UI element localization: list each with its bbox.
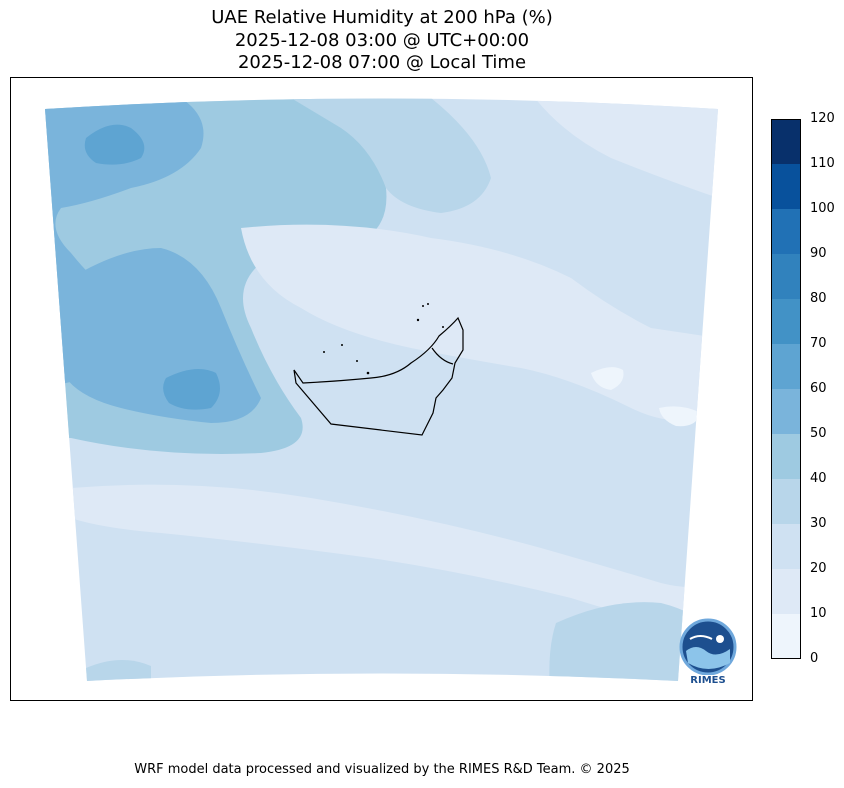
island	[422, 305, 424, 307]
colorbar-tick-label: 80	[810, 291, 827, 306]
colorbar-segment	[771, 299, 801, 345]
internal-border	[431, 347, 454, 365]
map-title-local-time: 2025-12-08 07:00 @ Local Time	[237, 52, 527, 73]
colorbar-tick-label: 30	[810, 516, 827, 531]
field-region-30-40-southeast	[549, 602, 718, 681]
colorbar-tick-label: 60	[810, 381, 827, 396]
island	[427, 303, 429, 305]
humidity-field	[45, 98, 718, 681]
colorbar-tick-label: 100	[810, 201, 835, 216]
island	[341, 344, 343, 346]
colorbar-border	[771, 119, 801, 659]
field-patch-0-10-b	[659, 406, 701, 427]
colorbar-tick-label: 20	[810, 561, 827, 576]
colorbar-segment	[771, 389, 801, 435]
island	[366, 371, 370, 375]
footer-credit: WRF model data processed and visualized …	[134, 762, 630, 777]
uae-outline	[293, 316, 464, 436]
field-region-30-40-southwest	[81, 659, 151, 681]
colorbar-tick-label: 70	[810, 336, 827, 351]
colorbar-tick-label: 120	[810, 111, 835, 126]
island	[416, 318, 420, 322]
colorbar-tick-label: 0	[810, 651, 819, 666]
field-region-10-20-northeast	[531, 98, 718, 198]
uae-boundary	[293, 316, 464, 436]
colorbar-segment	[771, 569, 801, 615]
colorbar-tick-label: 40	[810, 471, 827, 486]
island	[356, 360, 358, 362]
colorbar-tick-label: 90	[810, 246, 827, 261]
field-region-10-20-south	[71, 484, 718, 638]
field-core-60-70-south	[163, 369, 220, 410]
colorbar-tick-label: 110	[810, 156, 835, 171]
island	[323, 351, 325, 353]
uae-islands	[323, 303, 444, 375]
map-title-line-1: UAE Relative Humidity at 200 hPa (%)	[211, 7, 553, 28]
colorbar-segment	[771, 524, 801, 570]
colorbar-tick-label: 10	[810, 606, 827, 621]
logo-text: RIMES	[690, 675, 726, 686]
colorbar-segment	[771, 434, 801, 480]
colorbar-tick-label: 50	[810, 426, 827, 441]
rimes-logo: RIMES	[676, 617, 740, 689]
rimes-logo-icon	[679, 618, 737, 676]
field-patch-0-10-a	[591, 367, 624, 390]
field-core-60-70-north	[84, 124, 145, 165]
humidity-map	[45, 98, 718, 681]
colorbar-segment	[771, 479, 801, 525]
colorbar-segment	[771, 254, 801, 300]
field-region-30-40-north	[291, 98, 491, 213]
map-title-utc-time: 2025-12-08 03:00 @ UTC+00:00	[234, 30, 530, 51]
colorbar-segment	[771, 164, 801, 210]
island	[442, 326, 444, 328]
colorbar-segment	[771, 614, 801, 659]
colorbar-segment	[771, 209, 801, 255]
colorbar-segment	[771, 344, 801, 390]
colorbar	[771, 119, 801, 659]
colorbar-segment	[771, 119, 801, 165]
map-frame	[10, 77, 753, 701]
